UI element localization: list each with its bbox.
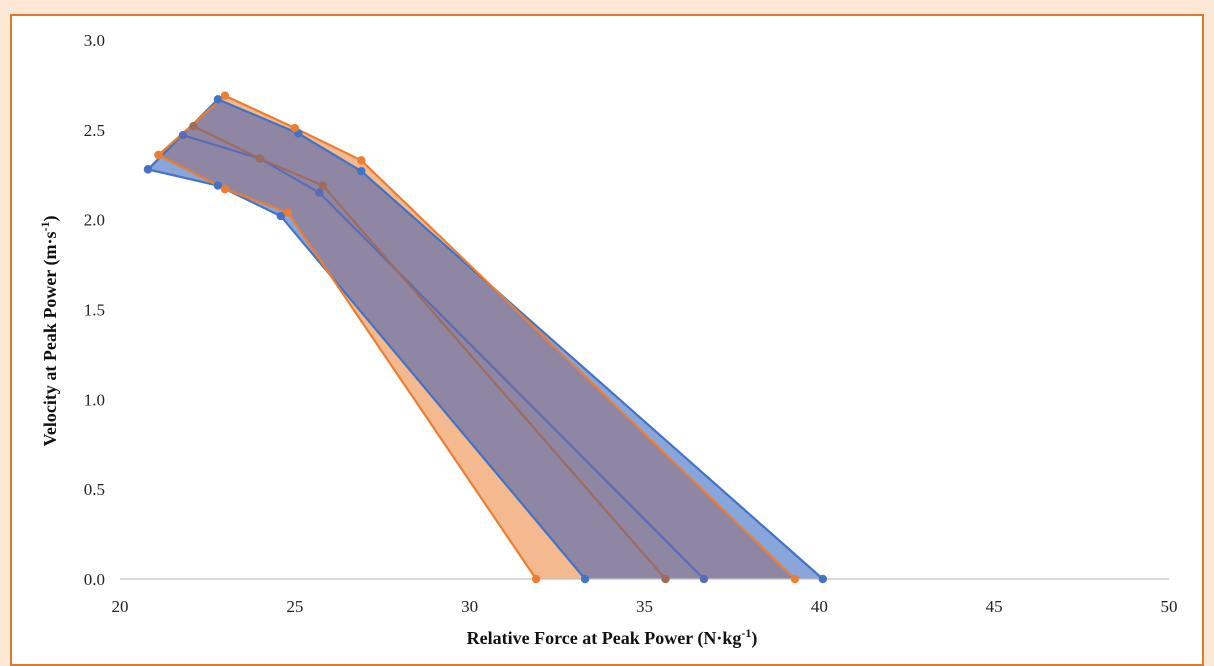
x-tick-label: 45 [986, 597, 1003, 616]
chart-frame: 20 25 30 35 40 45 50 0.0 0.5 1.0 1.5 2.0 2.5 3.0 Rela… [10, 14, 1204, 666]
x-tick-label: 20 [112, 597, 129, 616]
blue-lower-point [143, 165, 153, 174]
y-tick-label: 2.0 [84, 211, 105, 230]
y-tick-label: 1.0 [84, 390, 105, 409]
orange-mean-line [192, 125, 667, 580]
x-axis-title: Relative Force at Peak Power (N·kg-1) [467, 626, 758, 649]
y-tick-label: 0.5 [84, 480, 105, 499]
blue-mean-point [699, 574, 709, 584]
blue-mean-line [182, 134, 705, 580]
x-tick-label: 25 [286, 597, 303, 616]
y-tick-label: 3.0 [84, 31, 105, 50]
orange-lower-point [220, 184, 230, 194]
orange-upper-point [220, 91, 230, 100]
orange-upper-point [790, 574, 800, 584]
y-tick-label: 0.0 [84, 570, 105, 589]
orange-upper-point [357, 156, 366, 165]
orange-mean-point [255, 154, 265, 163]
blue-upper-point [357, 166, 366, 176]
orange-mean-point [318, 181, 328, 190]
axes: 20 25 30 35 40 45 50 0.0 0.5 1.0 1.5 2.0 2.5 3.0 [84, 31, 1178, 616]
orange-lower-line [157, 154, 538, 580]
orange-lower-point [531, 574, 541, 584]
orange-mean-point [661, 574, 670, 584]
blue-upper-point [213, 95, 223, 104]
blue-mean-point [315, 188, 324, 197]
blue-lower-line [147, 168, 586, 580]
series-points [143, 91, 828, 584]
blue-lower-point [580, 574, 590, 584]
orange-lower-point [283, 208, 293, 217]
blue-lower-point [213, 181, 223, 190]
band-areas [148, 95, 823, 580]
x-tick-label: 40 [811, 597, 828, 616]
orange-mean-point [189, 122, 198, 131]
orange-lower-point [154, 150, 163, 160]
x-tick-label: 35 [636, 597, 653, 616]
x-tick-label: 50 [1161, 597, 1178, 616]
y-tick-label: 1.5 [84, 301, 105, 320]
blue-lower-point [276, 211, 286, 221]
y-axis-title: Velocity at Peak Power (m·s-1) [38, 216, 61, 447]
blue-mean-point [178, 131, 188, 140]
overlap-band [158, 99, 795, 579]
orange-upper-point [290, 123, 300, 133]
velocity-force-chart: 20 25 30 35 40 45 50 0.0 0.5 1.0 1.5 2.0 2.5 3.0 Rela… [38, 31, 1178, 649]
blue-upper-point [818, 574, 828, 584]
y-tick-label: 2.5 [84, 121, 105, 140]
x-tick-label: 30 [461, 597, 478, 616]
